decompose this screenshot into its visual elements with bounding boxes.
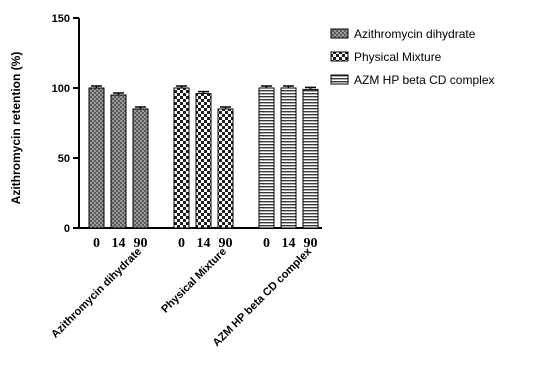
y-tick-label: 150: [52, 13, 70, 25]
x-tick-label: 0: [263, 236, 270, 251]
x-tick-label: 90: [304, 236, 318, 251]
legend-label: AZM HP beta CD complex: [354, 73, 495, 87]
legend-swatch: [330, 28, 349, 39]
group-labels: Azithromycin dihydrate Physical MixtureAZ…: [49, 245, 315, 349]
bar: [132, 108, 149, 229]
x-tick-label: 14: [282, 236, 296, 251]
legend-swatch: [330, 74, 349, 85]
legend-swatch: [330, 51, 349, 62]
legend-label: Physical Mixture: [354, 50, 442, 64]
bar: [217, 108, 234, 229]
x-tick-label: 0: [93, 236, 100, 251]
x-tick-label: 14: [197, 236, 211, 251]
group-label: AZM HP beta CD complex: [211, 245, 315, 349]
bar: [258, 87, 275, 229]
x-tick-labels: 0 14 90 0 14 90 0 14 90: [93, 236, 318, 251]
group-label: Physical Mixture: [159, 246, 229, 316]
x-tick-label: 0: [178, 236, 185, 251]
group-label: Azithromycin dihydrate: [49, 246, 144, 341]
legend: Azithromycin dihydrate Physical Mixture …: [330, 27, 495, 87]
y-axis-label: Azithromycin retention (%): [9, 52, 23, 205]
bar: [88, 87, 105, 229]
bar: [110, 94, 127, 229]
legend-label: Azithromycin dihydrate: [354, 27, 476, 41]
y-tick-label: 100: [52, 83, 70, 95]
x-tick-label: 90: [134, 236, 148, 251]
bars: [88, 85, 319, 229]
bar: [280, 87, 297, 229]
bar: [173, 87, 190, 229]
y-tick-label: 0: [64, 223, 70, 235]
y-ticks: 0 50 100 150: [52, 13, 79, 235]
y-tick-label: 50: [58, 153, 70, 165]
x-tick-label: 14: [112, 236, 126, 251]
bar: [302, 88, 319, 229]
x-tick-label: 90: [219, 236, 233, 251]
bar: [195, 93, 212, 229]
